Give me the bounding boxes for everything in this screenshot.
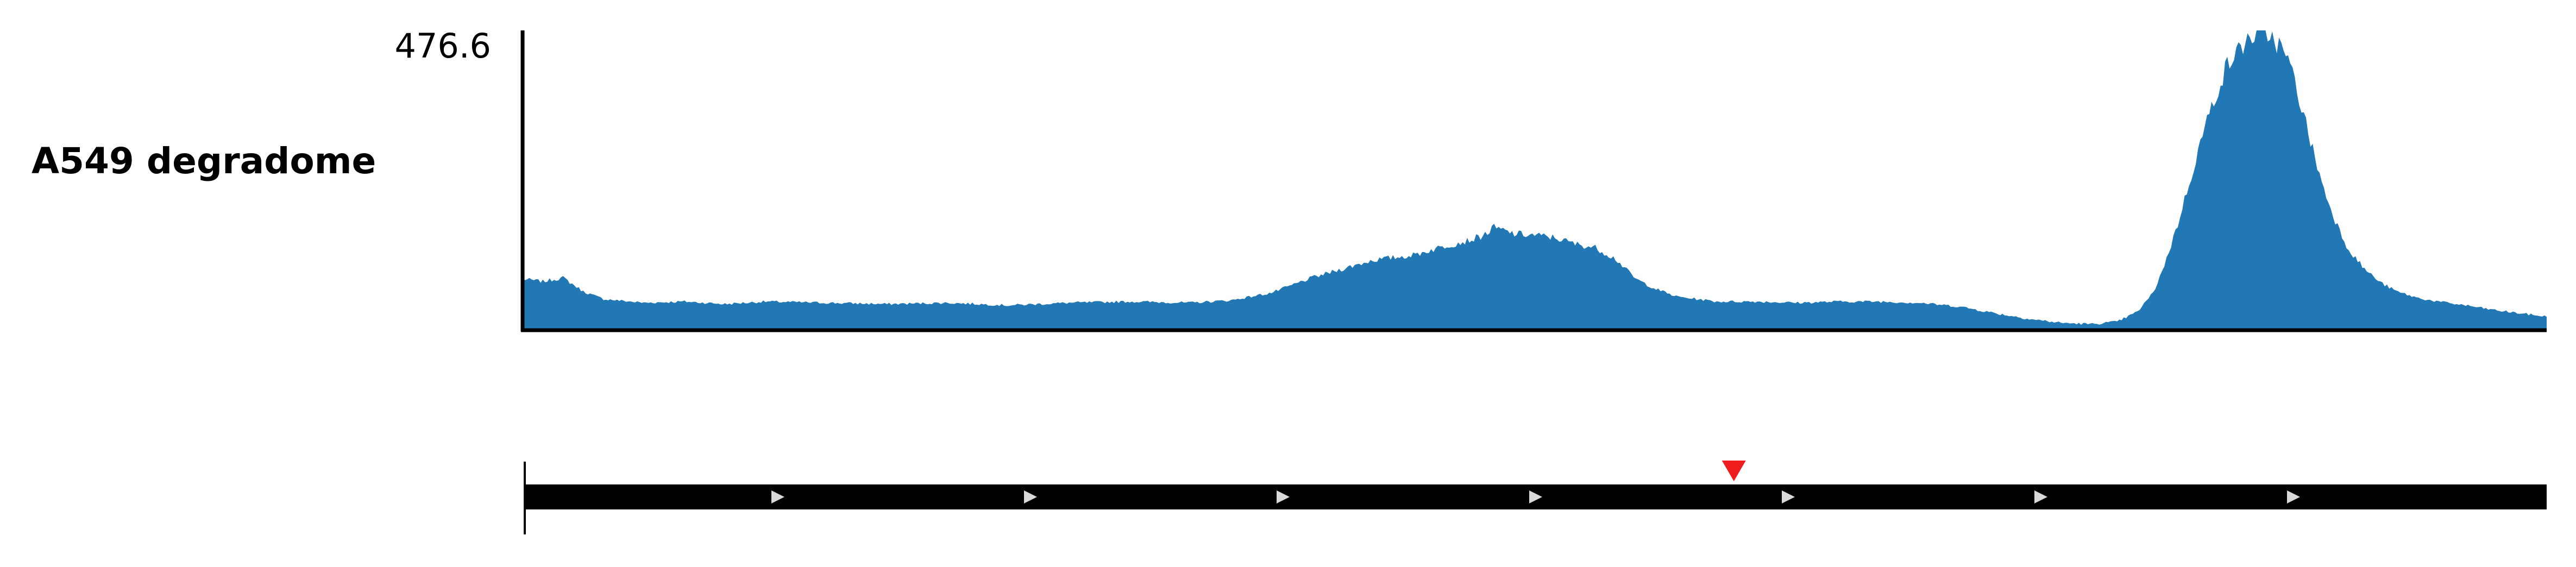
gene-model — [524, 461, 2547, 534]
strand-arrow-icon — [1024, 490, 1037, 503]
coverage-area — [523, 30, 2547, 329]
coverage-area-layer — [523, 30, 2547, 329]
track-label: A549 degradome — [32, 140, 376, 182]
strand-arrow-icon — [2034, 490, 2047, 503]
cleavage-site-marker-icon — [1721, 461, 1746, 481]
strand-arrow-icon — [1782, 490, 1795, 503]
y-max-label: 476.6 — [394, 26, 492, 66]
strand-arrow-icon — [2287, 490, 2300, 503]
strand-arrow-icon — [1529, 490, 1542, 503]
axes-layer — [520, 30, 2547, 332]
strand-arrow-icon — [1277, 490, 1290, 503]
strand-arrow-icon — [771, 490, 784, 503]
